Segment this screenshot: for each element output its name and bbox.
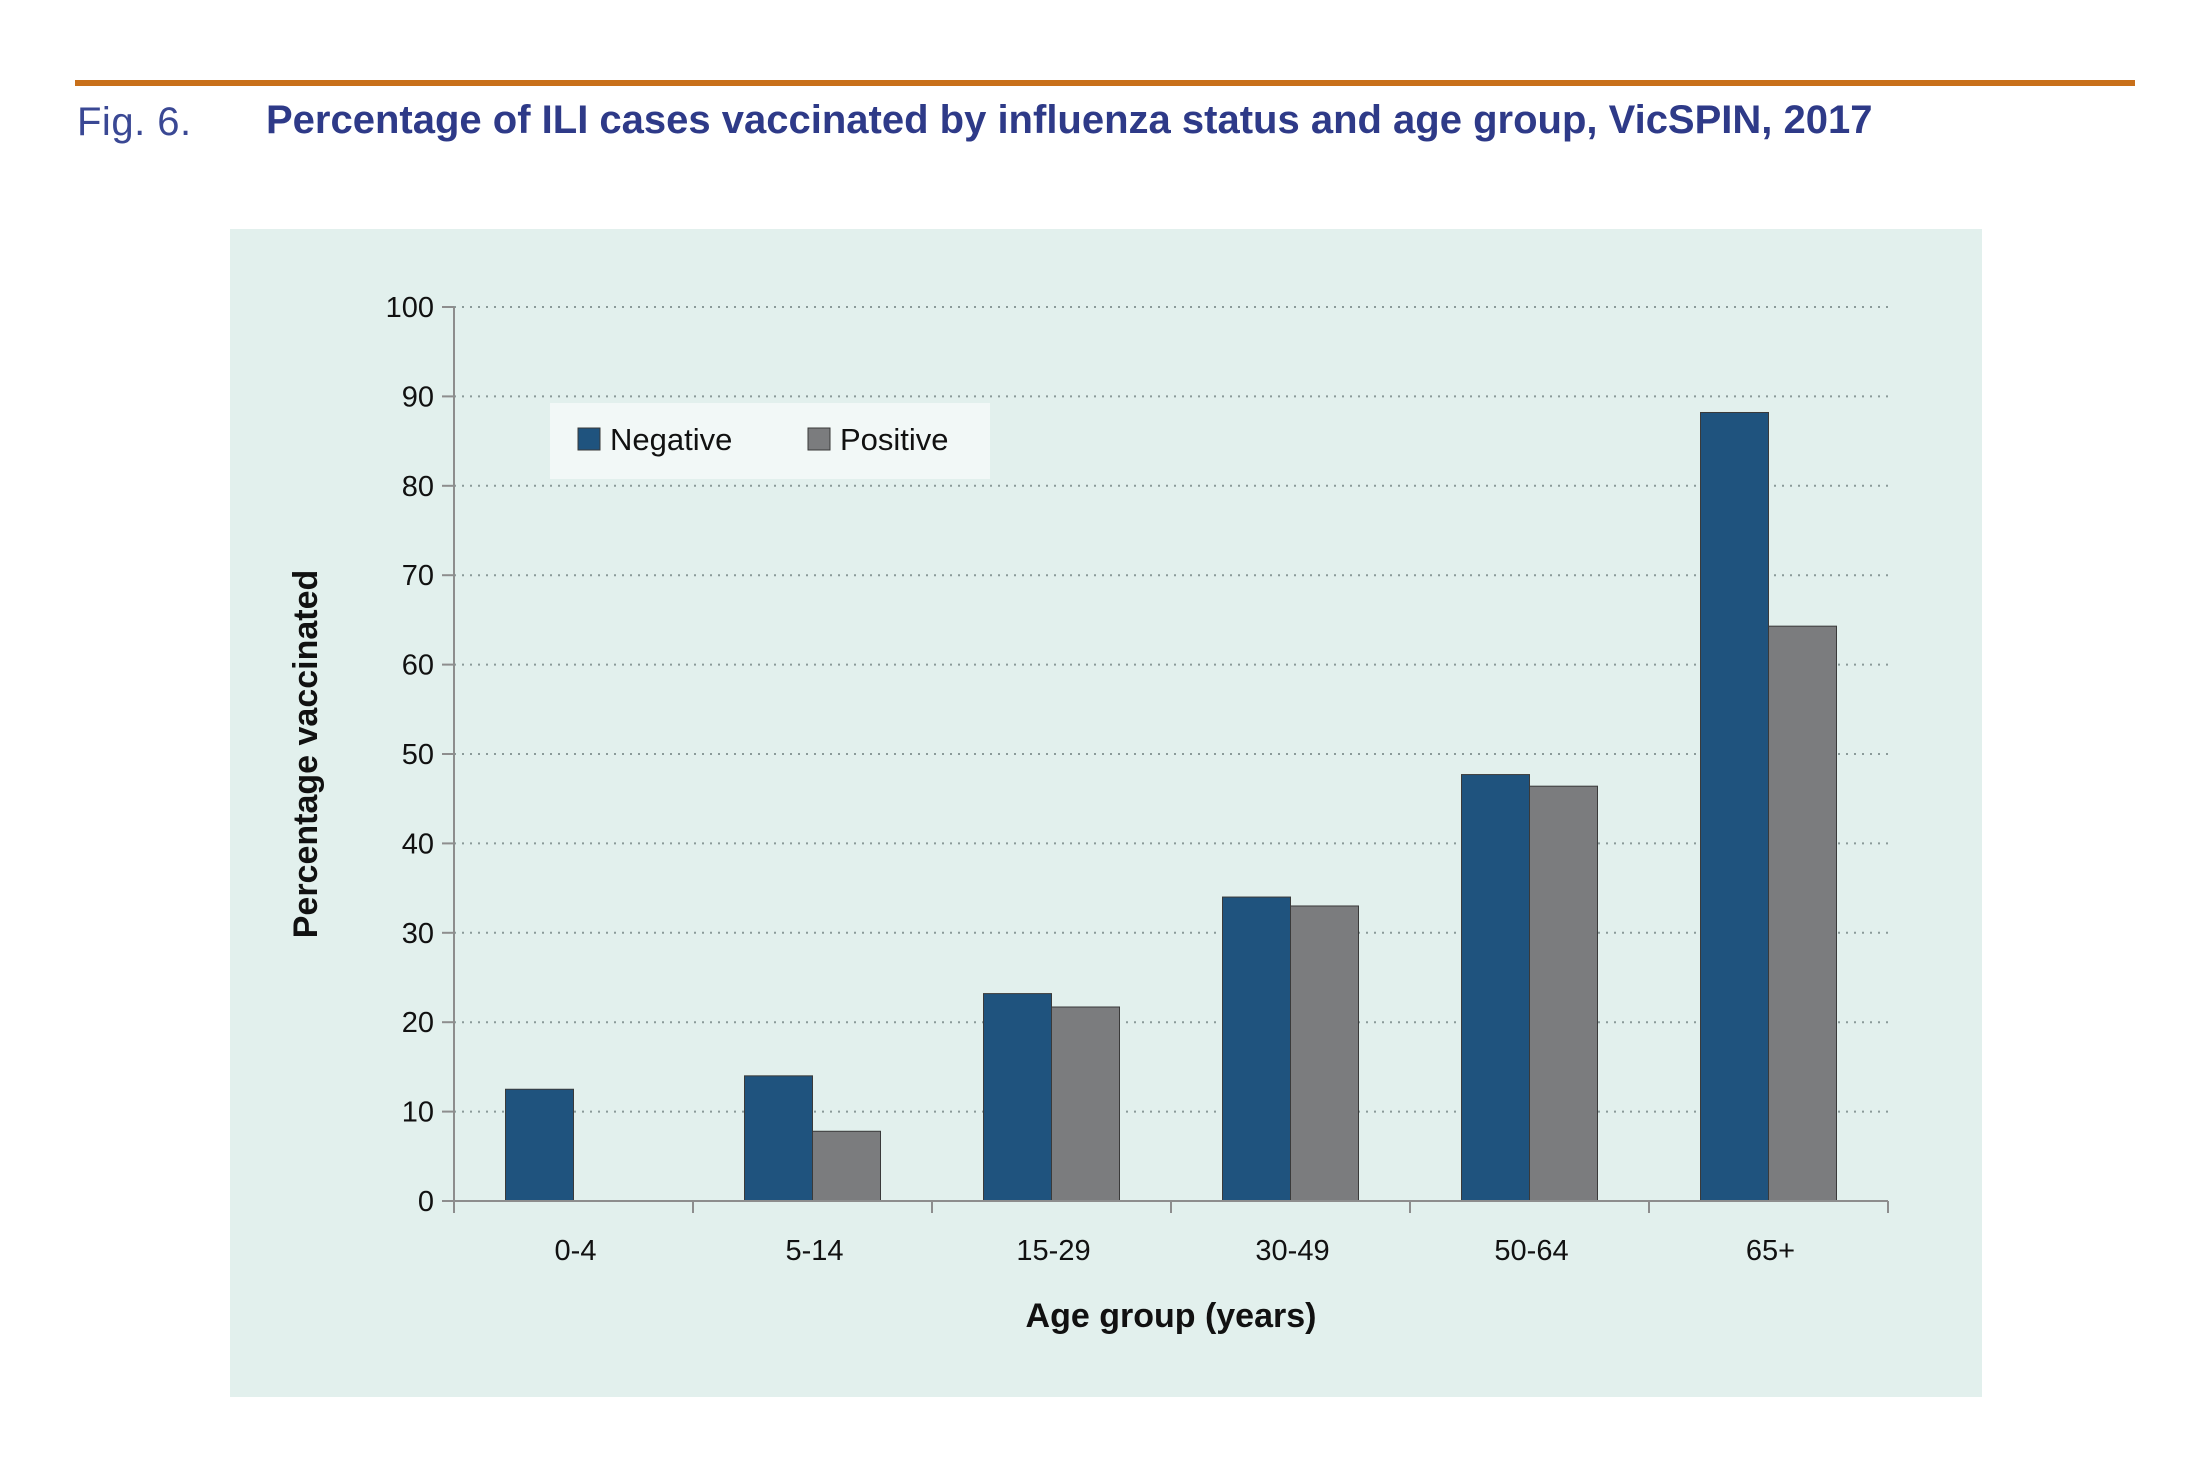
bar-negative-65+ (1700, 411, 1769, 1202)
bar-positive-15-29 (1051, 1006, 1120, 1202)
bar-chart: 0 10 20 30 40 50 60 70 80 90 100 0-4 5-14 15-29 30-49 5… (287, 292, 1892, 1335)
bar-positive-50-64 (1529, 785, 1598, 1202)
x-tick-label: 5-14 (785, 1235, 843, 1267)
y-tick-label: 30 (402, 918, 434, 950)
bar-positive-5-14 (812, 1130, 881, 1202)
y-tick-label: 40 (402, 828, 434, 860)
y-tick-label: 60 (402, 650, 434, 682)
legend-box (550, 403, 990, 479)
y-tick-label: 10 (402, 1097, 434, 1129)
legend: Negative Positive (550, 403, 990, 479)
y-tick-label: 20 (402, 1007, 434, 1039)
figure-title: Percentage of ILI cases vaccinated by in… (266, 98, 1873, 142)
bar-negative-50-64 (1461, 774, 1530, 1202)
bar-negative-30-49 (1222, 896, 1291, 1202)
chart-panel: 0 10 20 30 40 50 60 70 80 90 100 0-4 5-14 15-29 30-49 5… (230, 229, 1982, 1397)
y-tick-label: 90 (402, 381, 434, 413)
y-tick-label: 70 (402, 560, 434, 592)
bar-positive-30-49 (1290, 905, 1359, 1202)
x-tick-label: 15-29 (1016, 1235, 1090, 1267)
y-tick-label: 0 (418, 1186, 434, 1218)
x-tick-label: 0-4 (555, 1235, 597, 1267)
legend-swatch-negative (577, 427, 601, 451)
bar-negative-5-14 (744, 1075, 813, 1202)
legend-label-positive: Positive (840, 422, 949, 457)
header-rule (75, 80, 2135, 86)
x-tick-label: 50-64 (1494, 1235, 1568, 1267)
figure-label: Fig. 6. (77, 100, 192, 144)
x-axis-title: Age group (years) (1026, 1297, 1317, 1335)
legend-swatch-positive (807, 427, 831, 451)
y-axis-title: Percentage vaccinated (287, 570, 325, 939)
y-tick-label: 80 (402, 471, 434, 503)
x-tick-label: 65+ (1746, 1235, 1795, 1267)
y-tick-label: 100 (386, 292, 434, 324)
bars (505, 411, 1837, 1202)
bar-positive-65+ (1768, 625, 1837, 1202)
legend-label-negative: Negative (610, 422, 732, 457)
y-tick-label: 50 (402, 739, 434, 771)
bar-negative-0-4 (505, 1088, 574, 1202)
axes: 0 10 20 30 40 50 60 70 80 90 100 0-4 5-14 15-29 30-49 5… (386, 292, 1889, 1267)
x-tick-label: 30-49 (1255, 1235, 1329, 1267)
bar-negative-15-29 (983, 993, 1052, 1202)
